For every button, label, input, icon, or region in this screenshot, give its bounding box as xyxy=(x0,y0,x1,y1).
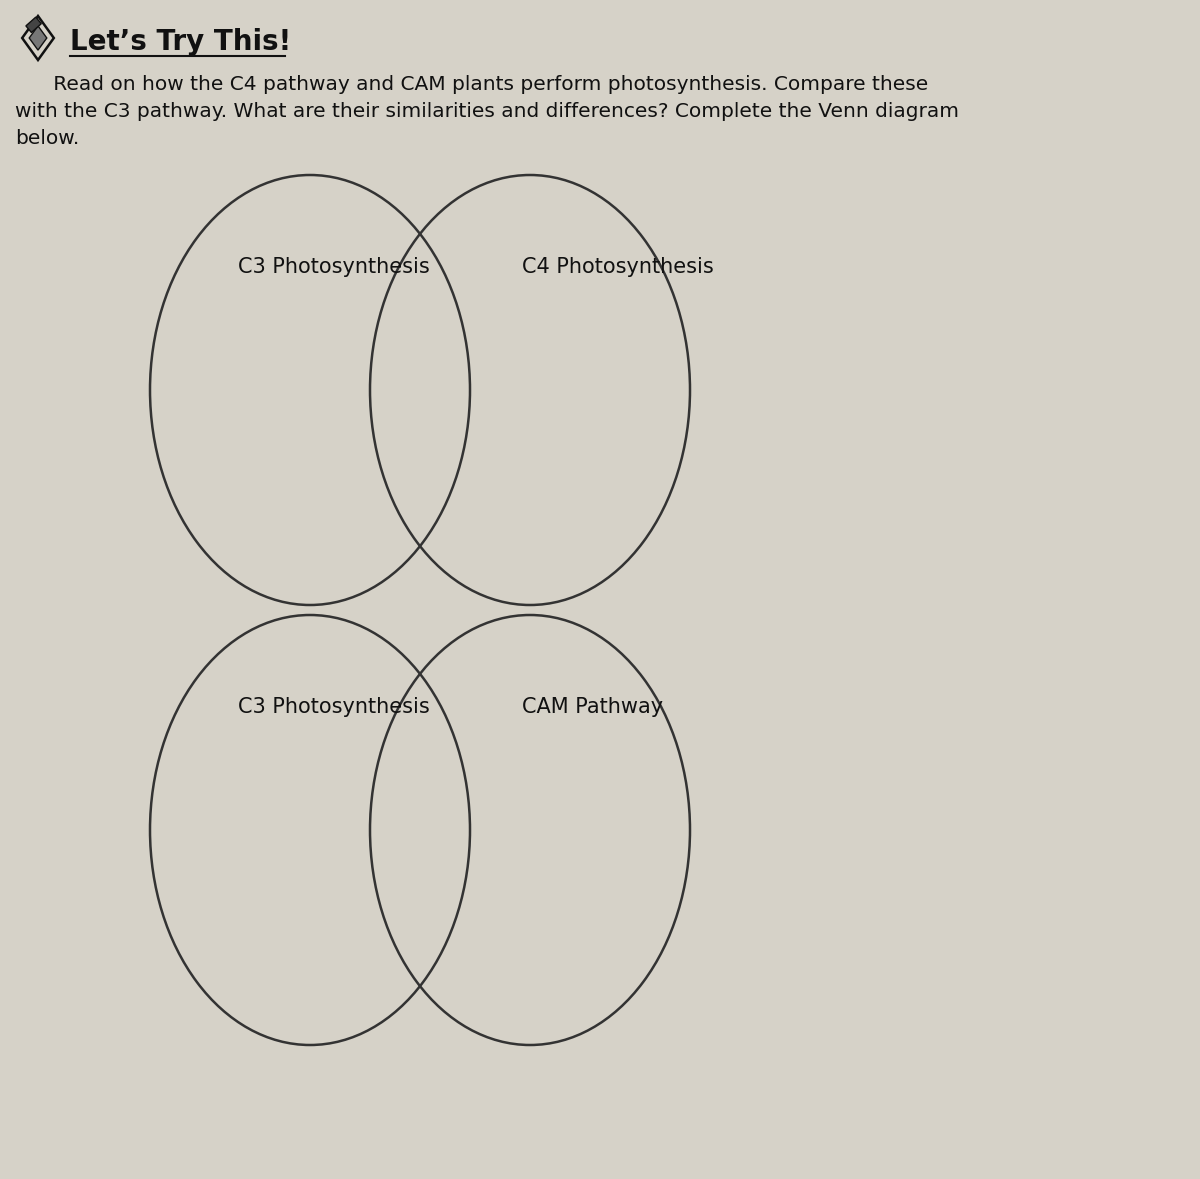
Text: Let’s Try This!: Let’s Try This! xyxy=(70,28,292,55)
Polygon shape xyxy=(29,26,47,50)
Text: C4 Photosynthesis: C4 Photosynthesis xyxy=(522,257,714,277)
Text: C3 Photosynthesis: C3 Photosynthesis xyxy=(238,257,430,277)
Text: Read on how the C4 pathway and CAM plants perform photosynthesis. Compare these: Read on how the C4 pathway and CAM plant… xyxy=(14,75,929,94)
Text: with the C3 pathway. What are their similarities and differences? Complete the V: with the C3 pathway. What are their simi… xyxy=(14,103,959,121)
Text: below.: below. xyxy=(14,129,79,149)
Polygon shape xyxy=(26,18,41,33)
Text: CAM Pathway: CAM Pathway xyxy=(522,697,664,717)
Text: C3 Photosynthesis: C3 Photosynthesis xyxy=(238,697,430,717)
